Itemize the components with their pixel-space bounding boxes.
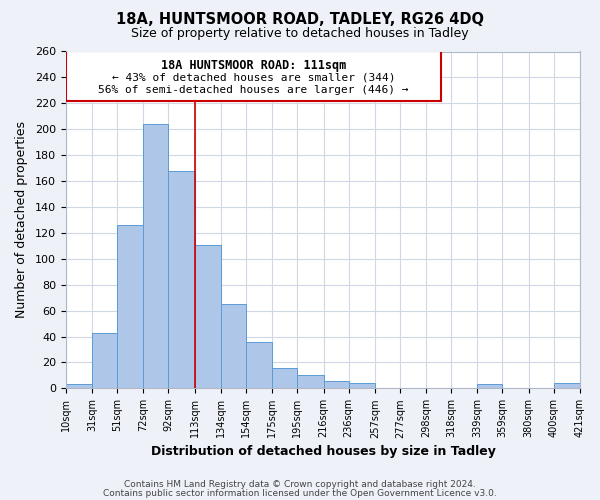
Bar <box>195 244 221 388</box>
Bar <box>298 376 323 388</box>
FancyBboxPatch shape <box>66 52 441 100</box>
Text: 18A HUNTSMOOR ROAD: 111sqm: 18A HUNTSMOOR ROAD: 111sqm <box>161 60 346 72</box>
Text: ← 43% of detached houses are smaller (344): ← 43% of detached houses are smaller (34… <box>112 72 395 82</box>
Bar <box>323 380 349 388</box>
Y-axis label: Number of detached properties: Number of detached properties <box>15 122 28 318</box>
Bar <box>221 304 246 388</box>
Bar <box>169 170 195 388</box>
Text: Size of property relative to detached houses in Tadley: Size of property relative to detached ho… <box>131 28 469 40</box>
Bar <box>143 124 169 388</box>
Bar <box>117 225 143 388</box>
Bar <box>66 384 92 388</box>
Bar <box>478 384 502 388</box>
Bar <box>554 383 580 388</box>
Bar <box>92 332 117 388</box>
Bar <box>246 342 272 388</box>
Bar <box>349 383 375 388</box>
Text: Contains public sector information licensed under the Open Government Licence v3: Contains public sector information licen… <box>103 488 497 498</box>
Text: 56% of semi-detached houses are larger (446) →: 56% of semi-detached houses are larger (… <box>98 85 409 95</box>
Text: Contains HM Land Registry data © Crown copyright and database right 2024.: Contains HM Land Registry data © Crown c… <box>124 480 476 489</box>
Bar <box>272 368 298 388</box>
X-axis label: Distribution of detached houses by size in Tadley: Distribution of detached houses by size … <box>151 444 496 458</box>
Text: 18A, HUNTSMOOR ROAD, TADLEY, RG26 4DQ: 18A, HUNTSMOOR ROAD, TADLEY, RG26 4DQ <box>116 12 484 28</box>
